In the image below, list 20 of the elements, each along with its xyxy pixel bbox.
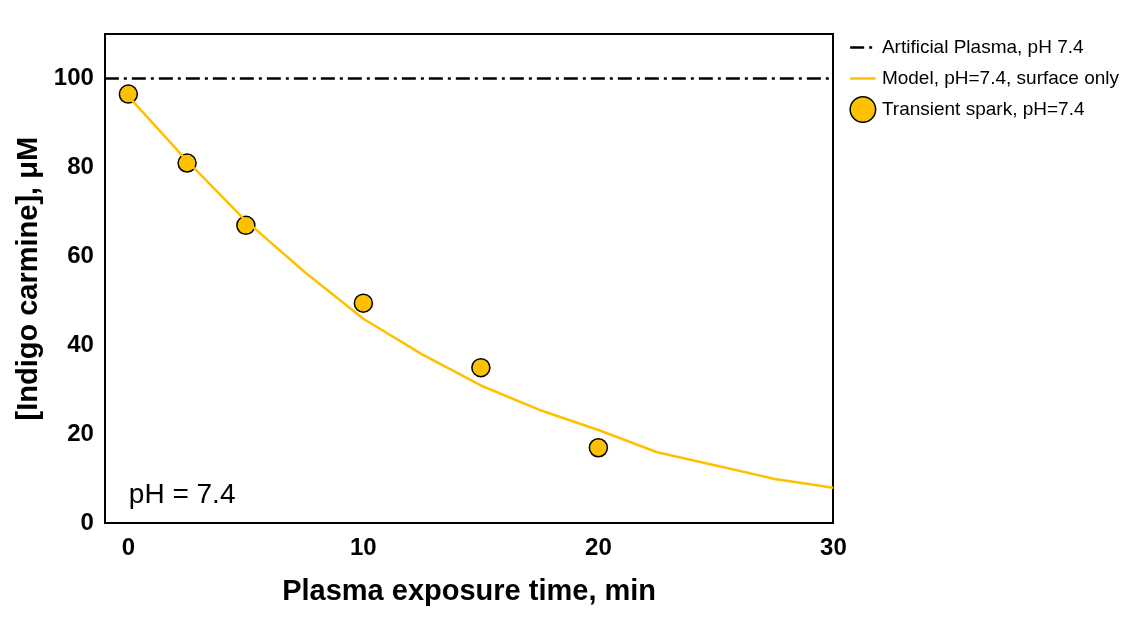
annotation: pH = 7.4 bbox=[128, 478, 236, 510]
legend-label: Artificial Plasma, pH 7.4 bbox=[881, 35, 1085, 57]
point bbox=[118, 84, 139, 104]
point bbox=[471, 357, 491, 378]
x-tick-label: 20 bbox=[585, 533, 612, 561]
y-tick-label: 100 bbox=[53, 63, 94, 91]
y-axis-title: [Indigo carmine], μM bbox=[11, 136, 44, 421]
y-tick-label: 60 bbox=[67, 241, 94, 269]
x-tick-label: 0 bbox=[121, 533, 136, 561]
y-tick-label: 0 bbox=[80, 508, 94, 536]
x-axis-title: Plasma exposure time, min bbox=[282, 573, 657, 606]
legend-label: Model, pH=7.4, surface only bbox=[881, 66, 1120, 88]
y-tick-label: 20 bbox=[67, 419, 94, 447]
y-tick-label: 40 bbox=[67, 330, 94, 358]
point bbox=[353, 293, 374, 313]
x-tick-label: 30 bbox=[820, 533, 847, 561]
legend-label: Transient spark, pH=7.4 bbox=[881, 97, 1085, 119]
point bbox=[588, 438, 609, 458]
y-tick-label: 80 bbox=[67, 152, 94, 180]
x-tick-label: 10 bbox=[350, 533, 377, 561]
